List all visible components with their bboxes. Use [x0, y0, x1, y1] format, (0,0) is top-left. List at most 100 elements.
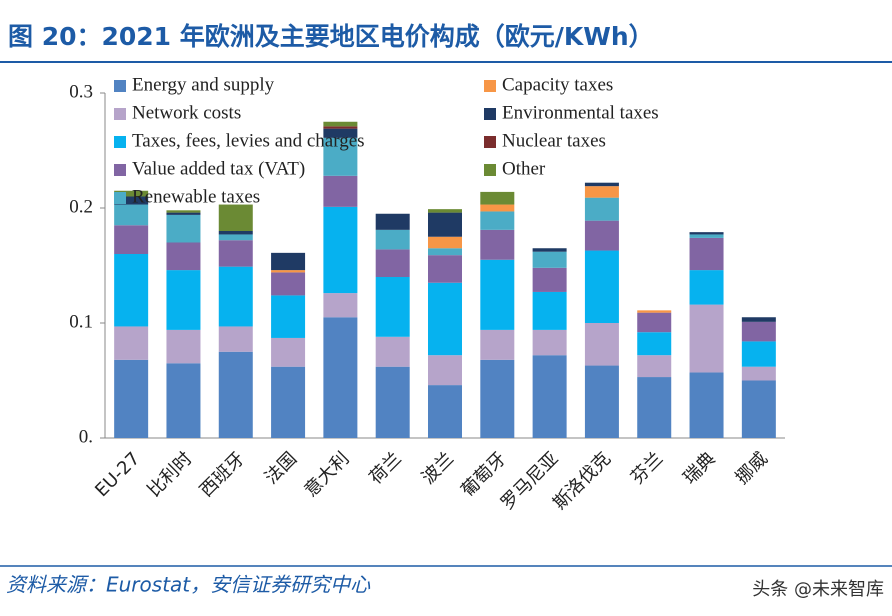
bar-segment: [637, 312, 672, 333]
bar-segment: [114, 225, 149, 254]
bar-segment: [271, 295, 306, 338]
bar-segment: [584, 323, 619, 366]
bar-segment: [271, 270, 306, 273]
bar-segment: [218, 240, 253, 267]
legend-label: Network costs: [132, 102, 241, 123]
legend-label: Value added tax (VAT): [132, 158, 305, 179]
legend-swatch: [484, 108, 496, 120]
bar-segment: [323, 126, 358, 129]
bar-segment: [584, 186, 619, 198]
chart-title: 图 20：2021 年欧洲及主要地区电价构成（欧元/KWh）: [8, 22, 654, 51]
bar-segment: [428, 355, 462, 386]
bar-segment: [271, 366, 306, 438]
bar-segment: [166, 212, 201, 215]
bar-segment: [166, 210, 201, 213]
bar-segment: [637, 377, 672, 438]
bar-segment: [428, 212, 462, 237]
bar-segment: [375, 213, 410, 230]
legend-swatch: [114, 136, 126, 148]
bar-segment: [166, 329, 201, 364]
bar-segment: [480, 211, 515, 230]
bar-segment: [323, 175, 358, 207]
bar-segment: [218, 326, 253, 352]
bar-segment: [428, 282, 462, 356]
bar-segment: [375, 249, 410, 277]
legend-swatch: [484, 80, 496, 92]
bar-segment: [480, 359, 515, 438]
bar-segment: [218, 234, 253, 241]
bar-segment: [166, 214, 201, 243]
bar-segment: [166, 242, 201, 271]
bar-segment: [480, 191, 515, 205]
legend-label: Other: [502, 158, 546, 179]
bar-segment: [428, 385, 462, 438]
bar-segment: [218, 231, 253, 235]
bar-segment: [532, 355, 567, 438]
bar-segment: [166, 270, 201, 330]
bar-segment: [480, 329, 515, 360]
legend-swatch: [114, 192, 126, 204]
bar-segment: [741, 341, 776, 367]
bar-segment: [532, 248, 567, 252]
bar-segment: [323, 206, 358, 294]
bar-segment: [114, 204, 149, 226]
y-tick-label: 0.1: [69, 311, 93, 332]
bar-segment: [741, 317, 776, 322]
bar-segment: [218, 266, 253, 327]
legend-swatch: [484, 164, 496, 176]
bar-segment: [375, 229, 410, 250]
bar-segment: [271, 252, 306, 271]
bar-segment: [375, 366, 410, 438]
bar-segment: [584, 182, 619, 187]
legend-label: Taxes, fees, levies and charges: [132, 130, 365, 151]
bar-segment: [271, 337, 306, 367]
legend-swatch: [484, 136, 496, 148]
bar-segment: [480, 229, 515, 260]
bar-segment: [271, 272, 306, 296]
bar-segment: [637, 310, 672, 313]
bar-segment: [741, 366, 776, 381]
bar-segment: [114, 326, 149, 360]
bar-segment: [218, 351, 253, 438]
bar-segment: [166, 363, 201, 438]
bar-segment: [218, 204, 253, 231]
y-tick-label: 0.: [79, 426, 93, 447]
bar-segment: [637, 355, 672, 378]
bar-segment: [584, 220, 619, 251]
legend-swatch: [114, 164, 126, 176]
bar-segment: [114, 254, 149, 327]
bar-segment: [584, 250, 619, 323]
bar-segment: [689, 234, 724, 238]
bar-segment: [480, 204, 515, 212]
bar-segment: [480, 259, 515, 330]
watermark: 头条 @未来智库: [752, 579, 884, 600]
bar-segment: [323, 128, 358, 138]
bar-segment: [428, 209, 462, 213]
bar-segment: [532, 329, 567, 356]
bar-segment: [689, 232, 724, 235]
bar-segment: [689, 304, 724, 373]
legend-label: Nuclear taxes: [502, 130, 606, 151]
bar-segment: [689, 372, 724, 438]
bar-segment: [532, 251, 567, 268]
bar-segment: [375, 277, 410, 337]
bar-segment: [114, 190, 149, 197]
source: 资料来源：Eurostat，安信证券研究中心: [6, 573, 371, 597]
bar-segment: [323, 137, 358, 176]
legend-label: Renewable taxes: [132, 186, 260, 207]
bar-segment: [584, 365, 619, 438]
legend-swatch: [114, 80, 126, 92]
bar-segment: [428, 248, 462, 256]
bar-segment: [532, 291, 567, 330]
bar-segment: [637, 332, 672, 356]
bar-segment: [741, 321, 776, 342]
bar-segment: [114, 359, 149, 438]
legend-label: Environmental taxes: [502, 102, 659, 123]
legend-label: Capacity taxes: [502, 74, 613, 95]
legend-label: Energy and supply: [132, 74, 275, 95]
y-tick-label: 0.3: [69, 81, 93, 102]
bar-segment: [323, 317, 358, 438]
bar-segment: [323, 293, 358, 318]
bar-segment: [689, 237, 724, 271]
